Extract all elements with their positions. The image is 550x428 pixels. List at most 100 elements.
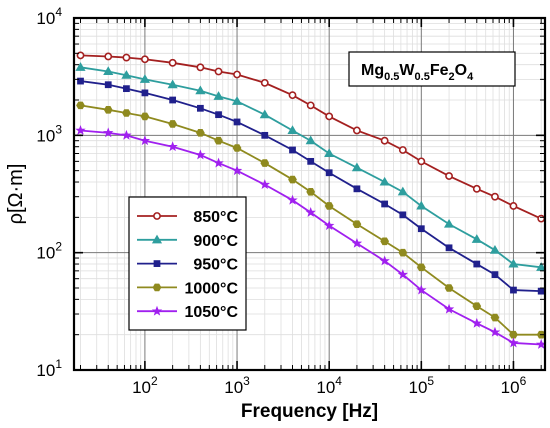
x-tick-labels: 102 103 104 105 106 [132,374,526,397]
legend-item: 850°C [137,209,238,226]
data-point [397,269,409,280]
data-point [489,326,501,337]
annotation-element: O [455,62,467,79]
data-point [287,125,298,135]
legend-label: 850°C [193,209,238,226]
legend-label: 1050°C [184,304,238,321]
data-point [399,211,407,219]
data-point [77,77,84,85]
x-tick-label: 103 [224,374,250,397]
data-point [153,260,161,267]
data-point [509,202,518,210]
data-point [123,85,130,93]
tick-label-base: 10 [501,378,520,397]
tick-label-base: 10 [36,361,55,380]
data-point [445,244,453,252]
data-point [140,55,149,64]
data-point [260,78,269,87]
data-point [508,258,519,268]
tick-label-base: 10 [36,9,55,28]
data-point [289,146,296,154]
data-point [213,157,224,168]
series-layer [75,51,547,349]
data-point [379,255,390,266]
data-point [151,305,163,316]
data-point [306,188,316,196]
data-point [380,136,389,145]
series-1050°C [75,125,547,349]
data-point [416,284,427,295]
tick-label-exponent: 5 [427,374,434,388]
legend-item: 900°C [137,233,238,250]
tick-label-base: 10 [36,244,55,263]
legend-item: 950°C [137,257,238,274]
x-axis-label: Frequency [Hz] [241,401,378,422]
data-point [352,126,361,135]
data-point [287,194,298,205]
tick-label-exponent: 6 [520,374,527,388]
data-point [306,101,315,110]
annotation-box [348,51,516,87]
y-tick-label: 103 [36,122,62,145]
data-point [231,96,243,105]
data-point [169,96,177,104]
data-point [233,118,241,126]
legend-item: 1050°C [137,304,238,321]
data-point [104,81,112,89]
data-point [398,146,407,154]
data-point [510,286,517,294]
data-point [305,207,316,217]
data-point [325,112,334,121]
tick-label-exponent: 3 [243,374,250,388]
plot-frame [72,16,547,372]
data-point [307,157,315,165]
data-point [416,263,426,272]
data-point [103,106,113,114]
data-point [380,237,390,246]
annotation-subscript: 4 [467,71,474,83]
composition-annotation: Mg0.5W0.5Fe2O4 [348,51,516,87]
data-point [232,144,242,152]
data-point [103,66,114,76]
y-tick-label: 104 [36,5,62,28]
series-850°C [76,51,546,223]
tick-label-exponent: 2 [151,374,158,388]
data-point [443,218,455,228]
data-point [473,260,481,268]
data-point [288,91,297,100]
data-point [537,287,545,295]
data-point [397,186,408,196]
data-point [491,271,499,278]
data-point [196,63,205,72]
data-point [151,234,163,244]
data-point [323,220,335,231]
data-point [471,234,482,243]
tick-label-base: 10 [316,378,335,397]
tick-label-exponent: 2 [55,240,62,254]
data-point [167,141,178,152]
series-950°C [77,77,545,295]
data-point [195,129,205,137]
data-point [214,136,223,145]
data-point [445,172,453,180]
data-point [76,101,85,110]
x-tick-label: 102 [132,374,158,397]
tick-label-exponent: 4 [55,5,62,19]
legend-label: 950°C [193,257,238,274]
data-point [489,244,501,254]
data-point [152,283,162,292]
data-point [471,317,482,328]
data-point [121,129,132,140]
legend-label: 900°C [193,233,238,250]
annotation-text: Mg0.5W0.5Fe2O4 [361,62,474,83]
y-tick-label: 102 [36,240,62,263]
tick-label-base: 10 [132,378,151,397]
data-point [443,303,455,314]
axis-ticks [74,17,545,371]
series-1000°C [76,101,546,339]
data-point [351,162,362,172]
y-tick-label: 101 [36,357,62,380]
data-point [214,67,223,76]
